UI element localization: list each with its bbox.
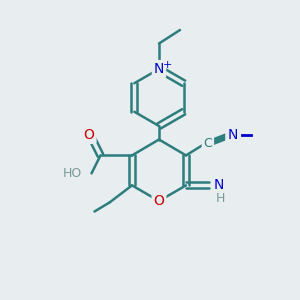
Text: +: + [163, 60, 172, 70]
Text: O: O [154, 194, 164, 208]
Text: O: O [84, 128, 94, 142]
Text: H: H [216, 192, 225, 206]
Text: HO: HO [63, 167, 82, 180]
Text: N: N [154, 62, 164, 76]
Text: C: C [203, 136, 212, 150]
Text: N: N [227, 128, 238, 142]
Text: N: N [214, 178, 224, 192]
